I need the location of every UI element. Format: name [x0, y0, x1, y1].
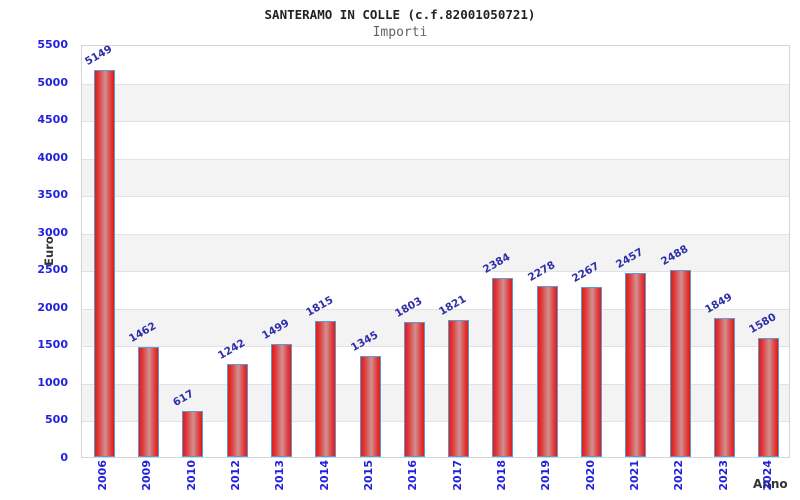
- background-band: [82, 83, 789, 122]
- bar: [625, 273, 646, 457]
- y-tick-label: 1500: [37, 338, 68, 352]
- x-tick-label: 2009: [140, 460, 154, 491]
- bar: [714, 318, 735, 457]
- y-tick-label: 2000: [37, 300, 68, 314]
- bar: [271, 344, 292, 457]
- x-tick-label: 2010: [184, 460, 198, 491]
- bar: [315, 321, 336, 457]
- y-tick-label: 3000: [37, 225, 68, 239]
- bar: [537, 286, 558, 457]
- x-tick-label: 2019: [539, 460, 553, 491]
- gridline: [82, 159, 789, 160]
- gridline: [82, 309, 789, 310]
- bar: [138, 347, 159, 457]
- y-tick-label: 4500: [37, 113, 68, 127]
- bar: [227, 364, 248, 457]
- gridline: [82, 384, 789, 385]
- gridline: [82, 196, 789, 197]
- x-axis-title: Anno: [753, 477, 788, 491]
- x-tick-label: 2020: [583, 460, 597, 491]
- y-tick-label: 4000: [37, 150, 68, 164]
- x-tick-label: 2006: [96, 460, 110, 491]
- x-tick-label: 2015: [362, 460, 376, 491]
- y-tick-label: 5500: [37, 38, 68, 51]
- x-tick-label: 2017: [450, 460, 464, 491]
- bar: [581, 287, 602, 457]
- y-tick-label: 5000: [37, 75, 68, 89]
- bar: [404, 322, 425, 457]
- x-tick-label: 2022: [672, 460, 686, 491]
- y-tick-label: 3500: [37, 188, 68, 202]
- bar: [182, 411, 203, 457]
- bar: [492, 278, 513, 457]
- x-tick-label: 2023: [716, 460, 730, 491]
- x-tick-label: 2018: [494, 460, 508, 491]
- bar-value-label: 5149: [83, 42, 115, 68]
- bar: [758, 338, 779, 457]
- y-tick-label: 0: [60, 451, 68, 464]
- x-tick-label: 2024: [760, 460, 774, 491]
- gridline: [82, 234, 789, 235]
- gridline: [82, 84, 789, 85]
- x-tick-label: 2016: [406, 460, 420, 491]
- gridline: [82, 346, 789, 347]
- x-tick-label: 2014: [317, 460, 331, 491]
- chart-subtitle: Importi: [372, 25, 428, 40]
- background-band: [82, 233, 789, 272]
- chart-title: SANTERAMO IN COLLE (c.f.82001050721): [264, 7, 536, 22]
- y-tick-label: 500: [45, 413, 68, 427]
- bar: [448, 320, 469, 457]
- y-tick-label: 2500: [37, 263, 68, 277]
- bar: [670, 270, 691, 457]
- gridline: [82, 121, 789, 122]
- gridline: [82, 421, 789, 422]
- gridline: [82, 271, 789, 272]
- bar: [94, 70, 115, 457]
- plot-area: 5149 1462 617 1242 1499 1815 1345 1803 1821 2384 2…: [81, 42, 790, 458]
- x-tick-label: 2013: [273, 460, 287, 491]
- background-band: [82, 158, 789, 197]
- y-tick-label: 1000: [37, 375, 68, 389]
- x-tick-label: 2021: [627, 460, 641, 491]
- x-tick-label: 2012: [229, 460, 243, 491]
- bar: [360, 356, 381, 457]
